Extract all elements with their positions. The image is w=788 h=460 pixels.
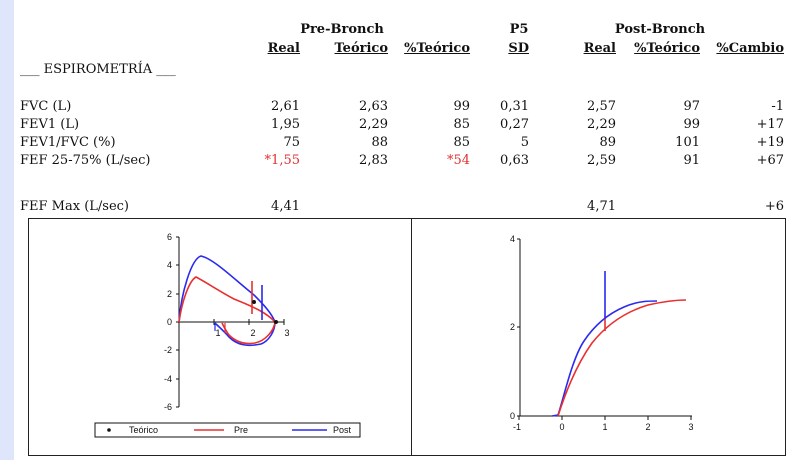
spirometry-report: Pre-Bronch P5 Post-Bronch Real Teórico %…: [14, 0, 788, 460]
pre-teorico: 88: [371, 135, 388, 150]
col-sd: SD: [508, 41, 529, 56]
x-ticks: -1 0 1 2 3: [513, 416, 694, 432]
legend-teorico-label: Teórico: [129, 425, 158, 435]
y-tick-label: 2: [167, 289, 172, 299]
pre-real: 75: [283, 135, 300, 150]
flow-volume-chart: 6 4 2 0 -2 -4 -6 1 2 3: [28, 218, 413, 456]
y-tick-label: 6: [167, 232, 172, 242]
row-label: FEV1/FVC (%): [20, 135, 116, 150]
col-pct-cambio: %Cambio: [716, 41, 784, 56]
pre-pct-teorico: 99: [453, 99, 470, 114]
pct-cambio: +19: [756, 135, 784, 150]
post-real: 2,59: [587, 153, 616, 168]
x-tick-label: 0: [559, 422, 564, 432]
flow-volume-svg: 6 4 2 0 -2 -4 -6 1 2 3: [94, 232, 361, 438]
pre-curve: [178, 276, 276, 345]
legend-pre-label: Pre: [234, 425, 248, 435]
row-label: FEV1 (L): [20, 117, 80, 132]
post-real: 2,57: [587, 99, 616, 114]
volume-time-chart: 4 2 0 -1 0 1 2 3: [411, 218, 786, 456]
pct-cambio: +17: [756, 117, 784, 132]
volume-time-svg: 4 2 0 -1 0 1 2 3: [510, 234, 694, 432]
pre-teorico: 2,63: [359, 99, 388, 114]
post-pct-teorico: 101: [675, 135, 700, 150]
row-label: FVC (L): [20, 99, 72, 114]
col-pre-pct-teorico: %Teórico: [404, 41, 470, 56]
x-tick-label: 2: [250, 328, 255, 338]
col-post-real: Real: [583, 41, 616, 56]
post-bronch-header: Post-Bronch: [614, 22, 706, 37]
pre-real: 2,61: [271, 99, 300, 114]
pre-real-abnormal: *1,55: [264, 153, 300, 168]
pre-pct-teorico: 85: [453, 135, 470, 150]
y-tick-label: -6: [164, 402, 172, 412]
y-tick-label: -4: [164, 374, 172, 384]
x-tick-label: -1: [513, 422, 521, 432]
pre-teorico: 2,83: [359, 153, 388, 168]
y-ticks: 4 2 0: [510, 234, 520, 421]
y-ticks: 6 4 2 0 -2 -4 -6: [164, 232, 179, 412]
sd-value: 0,27: [500, 117, 529, 132]
x-tick-label: 3: [284, 328, 289, 338]
post-curve: [551, 300, 658, 417]
x-tick-label: 1: [602, 422, 607, 432]
col-pre-teorico: Teórico: [334, 41, 389, 56]
pct-cambio: -1: [771, 99, 784, 114]
legend-box: [94, 422, 361, 438]
post-pct-teorico: 97: [683, 99, 700, 114]
pre-bronch-header: Pre-Bronch: [300, 22, 384, 37]
row-label: FEF 25-75% (L/sec): [20, 153, 151, 168]
y-tick-label: 0: [167, 317, 172, 327]
y-tick-label: 4: [167, 260, 172, 270]
col-pre-real: Real: [267, 41, 300, 56]
pre-real: 4,41: [271, 199, 300, 214]
x-tick-label: 1: [215, 328, 220, 338]
section-title: ___ ESPIROMETRÍA ___: [20, 62, 176, 77]
legend-teorico-marker: [107, 428, 111, 432]
pct-cambio: +67: [756, 153, 784, 168]
row-label: FEF Max (L/sec): [20, 199, 129, 214]
x-tick-label: 2: [645, 422, 650, 432]
pre-pct-teorico-abnormal: *54: [446, 153, 470, 168]
sd-value: 0,31: [500, 99, 529, 114]
sd-value: 5: [520, 135, 529, 150]
post-pct-teorico: 99: [683, 117, 700, 132]
teorico-point: [274, 320, 278, 324]
pre-teorico: 2,29: [359, 117, 388, 132]
pre-curve: [557, 299, 687, 417]
pre-real: 1,95: [271, 117, 300, 132]
legend-post-label: Post: [333, 425, 352, 435]
p5-header: P5: [509, 22, 529, 37]
pct-cambio: +6: [764, 199, 784, 214]
x-tick-label: 3: [688, 422, 693, 432]
col-post-pct-teorico: %Teórico: [634, 41, 700, 56]
post-pct-teorico: 91: [683, 153, 700, 168]
y-tick-label: 0: [510, 411, 515, 421]
post-real: 2,29: [587, 117, 616, 132]
post-real: 4,71: [587, 199, 616, 214]
pre-pct-teorico: 85: [453, 117, 470, 132]
teorico-point: [252, 300, 256, 304]
chart-legend: Teórico Pre Post: [94, 422, 361, 438]
y-tick-label: -2: [164, 345, 172, 355]
y-tick-label: 4: [510, 234, 515, 244]
sd-value: 0,63: [500, 153, 529, 168]
x-ticks: 1 2 3: [213, 319, 290, 338]
post-real: 89: [599, 135, 616, 150]
y-tick-label: 2: [510, 322, 515, 332]
